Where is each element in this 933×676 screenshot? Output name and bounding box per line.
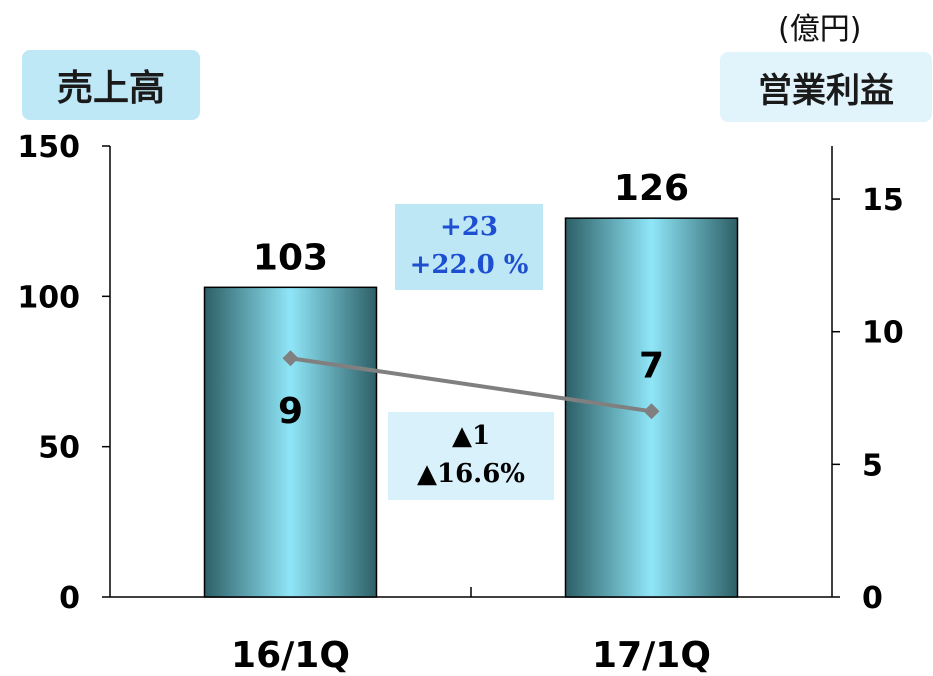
x-tick-label: 16/1Q — [231, 635, 350, 676]
profit-change-pct: ▲16.6% — [417, 456, 525, 494]
profit-value-label: 7 — [639, 345, 664, 386]
left-tick-label: 100 — [17, 280, 80, 315]
profit-change-abs: ▲1 — [452, 418, 490, 456]
right-tick-label: 15 — [862, 183, 904, 218]
bar-value-label: 126 — [614, 168, 689, 209]
x-tick-label: 17/1Q — [592, 635, 711, 676]
left-tick-label: 50 — [38, 431, 80, 466]
profit-change-box: ▲1 ▲16.6% — [388, 412, 554, 500]
sales-change-abs: +23 — [440, 209, 498, 247]
sales-change-box: +23 +22.0 % — [395, 204, 543, 290]
profit-value-label: 9 — [278, 391, 303, 432]
right-tick-label: 5 — [862, 448, 883, 483]
left-tick-label: 0 — [59, 581, 80, 616]
sales-change-pct: +22.0 % — [410, 247, 529, 285]
bar-value-label: 103 — [253, 237, 328, 278]
bar — [205, 287, 377, 597]
left-tick-label: 150 — [17, 130, 80, 165]
right-tick-label: 10 — [862, 316, 904, 351]
right-tick-label: 0 — [862, 581, 883, 616]
